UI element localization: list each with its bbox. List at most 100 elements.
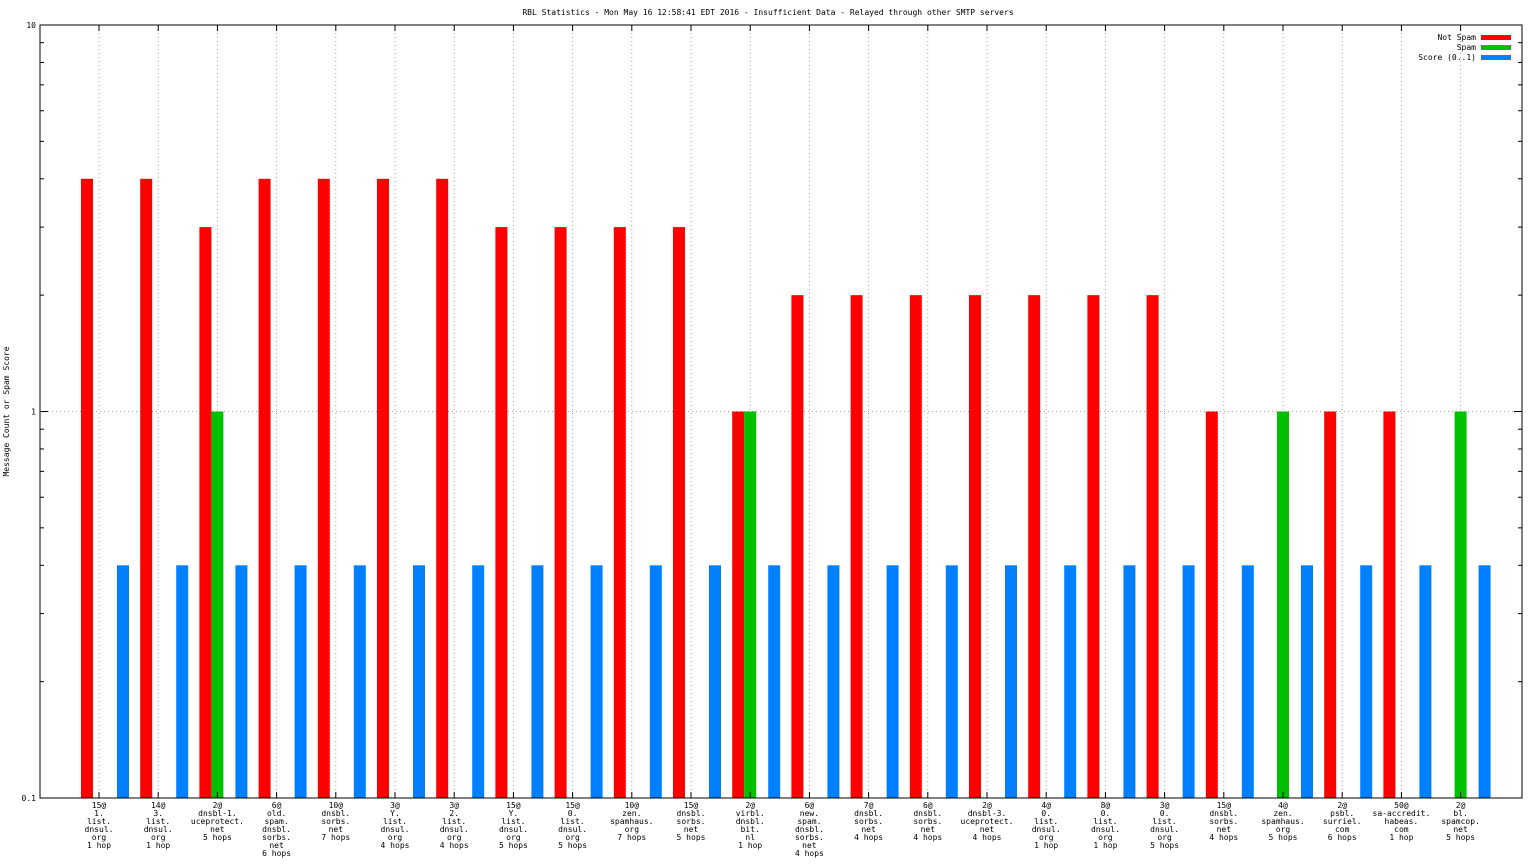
x-tick-label-line: bl. — [1453, 809, 1467, 818]
bar-score-0-1 — [1478, 565, 1491, 798]
bar-not-spam — [554, 227, 567, 798]
x-tick-label-line: org — [1157, 833, 1172, 842]
x-tick-label-line: dnsul. — [1150, 825, 1179, 834]
x-tick-label-line: dnsbl. — [1209, 809, 1238, 818]
x-tick-label: 4@ 0. list. dnsul. org 1 hop — [1032, 801, 1061, 850]
bar-not-spam — [732, 411, 745, 798]
x-tick-label-line: net — [210, 825, 225, 834]
y-tick-label: 10 — [26, 21, 36, 30]
bar-spam — [211, 411, 224, 798]
x-tick-label-line: 7 hops — [617, 833, 646, 842]
x-tick-label-line: 7@ — [864, 801, 874, 810]
bar-not-spam — [1383, 411, 1396, 798]
legend-swatch — [1481, 35, 1511, 40]
x-tick-label-line: 4 hops — [854, 833, 883, 842]
x-tick-label-line: 4 hops — [973, 833, 1002, 842]
x-tick-label-line: 3@ — [1160, 801, 1170, 810]
bar-score-0-1 — [1241, 565, 1254, 798]
x-tick-label-line: sorbs. — [262, 833, 291, 842]
x-tick-label-line: list. — [146, 817, 170, 826]
bar-score-0-1 — [945, 565, 958, 798]
x-tick-label-line: dnsbl-3. — [968, 809, 1007, 818]
x-tick-label: 50@ sa-accredit. habeas. com 1 hop — [1373, 801, 1431, 842]
legend-label: Score (0..1) — [1418, 53, 1476, 62]
x-tick-label-line: 6 hops — [262, 849, 291, 858]
x-tick-label-line: 6@ — [272, 801, 282, 810]
bar-score-0-1 — [413, 565, 425, 798]
bar-spam — [1277, 411, 1289, 798]
bar-spam — [1454, 411, 1467, 798]
x-tick-label: 15@ Y. list. dnsul. org 5 hops — [499, 801, 528, 850]
x-tick-label-line: 2@ — [982, 801, 992, 810]
x-tick-label-line: dnsul. — [558, 825, 587, 834]
x-tick-label-line: uceprotect. — [191, 817, 244, 826]
bar-score-0-1 — [353, 565, 366, 798]
bar-not-spam — [81, 178, 93, 798]
x-tick-label-line: new. — [800, 809, 819, 818]
bar-score-0-1 — [590, 565, 603, 798]
x-tick-label-line: uceprotect. — [961, 817, 1014, 826]
x-tick-label-line: 15@ — [1217, 801, 1232, 810]
x-tick-label-line: 10@ — [625, 801, 640, 810]
x-tick-label-line: surriel. — [1323, 817, 1362, 826]
x-tick-label-line: net — [329, 825, 344, 834]
x-tick-label-line: 5 hops — [499, 841, 528, 850]
x-tick-label-line: sa-accredit. — [1373, 809, 1431, 818]
bar-not-spam — [317, 178, 330, 798]
x-tick-label-line: spamcop. — [1441, 817, 1480, 826]
x-tick-label-line: dnsbl. — [262, 825, 291, 834]
x-tick-label-line: bit. — [741, 825, 760, 834]
bar-not-spam — [140, 178, 153, 798]
x-tick-label-line: org — [1039, 833, 1054, 842]
legend-label: Spam — [1457, 43, 1476, 52]
x-tick-label-line: net — [861, 825, 876, 834]
bar-score-0-1 — [1123, 565, 1136, 798]
x-tick-label-line: net — [802, 841, 817, 850]
x-tick-label-line: dnsul. — [85, 825, 114, 834]
bar-score-0-1 — [1301, 565, 1313, 798]
x-tick-label-line: 0. — [1160, 809, 1170, 818]
x-tick-label-line: 1 hop — [146, 841, 170, 850]
legend-swatch — [1481, 55, 1511, 60]
x-tick-label-line: 7 hops — [321, 833, 350, 842]
x-tick-label-line: org — [151, 833, 166, 842]
x-tick-label-line: 15@ — [506, 801, 521, 810]
x-tick-label-line: 0. — [1041, 809, 1051, 818]
bar-not-spam — [969, 295, 981, 798]
bar-not-spam — [436, 178, 449, 798]
x-tick-label-line: 1 hop — [87, 841, 111, 850]
x-tick-label-line: net — [921, 825, 936, 834]
bar-not-spam — [791, 295, 804, 798]
x-tick-label-line: 50@ — [1394, 801, 1409, 810]
x-tick-label-line: 4 hops — [1209, 833, 1238, 842]
bars — [81, 178, 1491, 798]
x-tick-label-line: Y. — [390, 809, 400, 818]
x-tick-label-line: sorbs. — [913, 817, 942, 826]
x-tick-label-line: dnsul. — [440, 825, 469, 834]
bar-score-0-1 — [886, 565, 899, 798]
x-tick-label-line: 3. — [153, 809, 163, 818]
x-tick-label-line: list. — [501, 817, 525, 826]
x-tick-label-line: sorbs. — [677, 817, 706, 826]
x-tick-label-line: sorbs. — [795, 833, 824, 842]
x-tick-label: 3@ 2. list. dnsul. org 4 hops — [440, 801, 469, 850]
x-tick-label-line: sorbs. — [321, 817, 350, 826]
bar-score-0-1 — [768, 565, 781, 798]
x-tick-label: 6@ old. spam. dnsbl. sorbs. net 6 hops — [262, 801, 291, 858]
x-tick-label: 4@ zen. spamhaus. org 5 hops — [1261, 801, 1304, 842]
bar-score-0-1 — [472, 565, 485, 798]
x-tick-label-line: 2@ — [1337, 801, 1347, 810]
x-tick-label-line: 2@ — [745, 801, 755, 810]
x-tick-label-line: 0. — [568, 809, 578, 818]
x-tick-label-line: org — [92, 833, 107, 842]
x-tick-label-line: dnsbl. — [913, 809, 942, 818]
x-tick-label-line: 5 hops — [1150, 841, 1179, 850]
x-tick-label-line: virbl. — [736, 809, 765, 818]
bar-score-0-1 — [709, 565, 721, 798]
bar-not-spam — [495, 227, 508, 798]
x-tick-label: 3@ 0. list. dnsul. org 5 hops — [1150, 801, 1179, 850]
x-tick-label-line: spam. — [265, 817, 289, 826]
y-tick-label: 0.1 — [22, 794, 37, 803]
